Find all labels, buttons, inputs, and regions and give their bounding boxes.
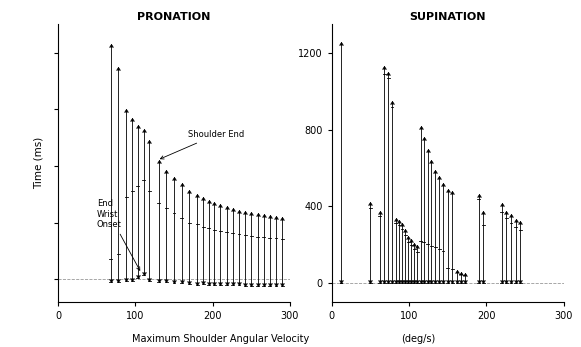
Text: (deg/s): (deg/s) [401, 333, 435, 344]
Title: PRONATION: PRONATION [137, 12, 211, 22]
Text: Maximum Shoulder Angular Velocity: Maximum Shoulder Angular Velocity [132, 333, 310, 344]
Text: Shoulder End: Shoulder End [160, 130, 244, 159]
Title: SUPINATION: SUPINATION [410, 12, 486, 22]
Y-axis label: Time (ms): Time (ms) [34, 137, 44, 189]
Text: End
Wrist
Onset: End Wrist Onset [97, 199, 140, 270]
